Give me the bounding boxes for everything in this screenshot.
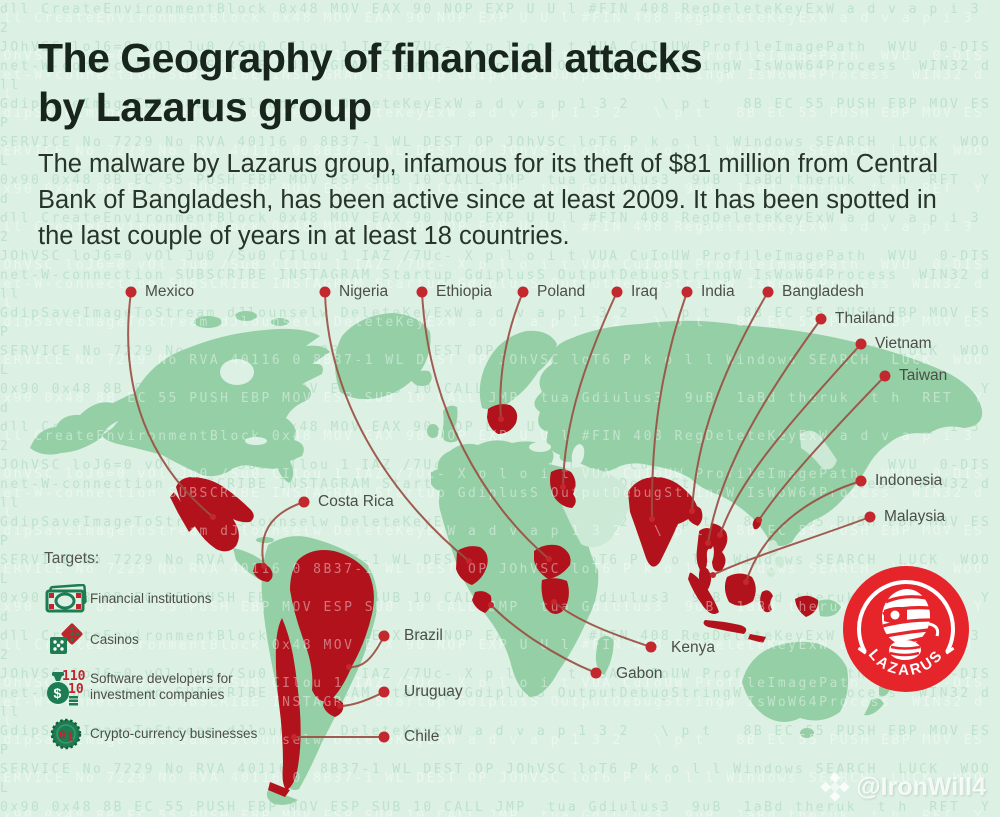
country-label-vietnam: Vietnam bbox=[875, 335, 932, 352]
targets-legend: Targets: Financial institutions bbox=[44, 550, 284, 760]
country-label-thailand: Thailand bbox=[835, 310, 895, 327]
country-chile bbox=[268, 618, 301, 797]
country-label-poland: Poland bbox=[537, 283, 586, 300]
svg-text:10: 10 bbox=[68, 682, 84, 697]
country-label-brazil: Brazil bbox=[404, 627, 443, 644]
money-bag-icon: 110 10 $ bbox=[44, 666, 90, 708]
diamond-logo-icon bbox=[820, 772, 850, 802]
country-label-mexico: Mexico bbox=[145, 283, 195, 300]
legend-label-software: Software developers for investment compa… bbox=[90, 671, 233, 702]
country-label-costa-rica: Costa Rica bbox=[318, 493, 394, 510]
landmass-north-america bbox=[102, 328, 330, 483]
legend-heading: Targets: bbox=[44, 550, 100, 567]
svg-text:0: 0 bbox=[59, 729, 66, 742]
page-title-line1: The Geography of financial attacks bbox=[38, 35, 703, 81]
country-java bbox=[703, 620, 747, 634]
page-title: The Geography of financial attacks by La… bbox=[38, 34, 703, 132]
country-label-iraq: Iraq bbox=[631, 283, 658, 300]
country-sumatra bbox=[688, 572, 719, 614]
country-gabon bbox=[472, 591, 492, 613]
highlighted-countries bbox=[170, 404, 819, 797]
landmass-australia bbox=[742, 641, 849, 723]
banknote-icon bbox=[44, 584, 90, 614]
country-uruguay bbox=[323, 697, 344, 717]
legend-label-financial: Financial institutions bbox=[90, 591, 212, 606]
label-dots bbox=[125, 286, 891, 743]
country-costa-rica bbox=[253, 563, 273, 582]
legend-label-crypto: Crypto-currency businesses bbox=[90, 726, 258, 741]
country-brazil bbox=[290, 550, 374, 702]
landmass-alaska bbox=[30, 393, 139, 455]
landmass-papua bbox=[818, 599, 841, 617]
country-label-gabon: Gabon bbox=[616, 665, 663, 682]
legend-item-software: 110 10 $ Software developers for investm… bbox=[44, 666, 284, 708]
country-lesser-sunda bbox=[748, 634, 766, 643]
svg-text:1: 1 bbox=[67, 731, 74, 744]
legend-item-crypto: 0 1 Crypto-currency businesses bbox=[44, 717, 284, 751]
landmass-arabia bbox=[558, 467, 634, 548]
country-kenya bbox=[541, 578, 569, 615]
svg-text:110: 110 bbox=[62, 669, 86, 684]
lazarus-logo: LAZARUS bbox=[843, 566, 969, 692]
landmass-greenland bbox=[334, 313, 431, 400]
page-subtitle: The malware by Lazarus group, infamous f… bbox=[38, 150, 938, 250]
landmass-scandinavia bbox=[479, 330, 557, 410]
landmass-madagascar bbox=[595, 635, 614, 675]
landmass-new-zealand bbox=[864, 683, 890, 716]
country-label-taiwan: Taiwan bbox=[899, 367, 948, 384]
landmass-africa bbox=[438, 459, 600, 698]
country-label-uruguay: Uruguay bbox=[404, 683, 463, 700]
country-label-bangladesh: Bangladesh bbox=[782, 283, 864, 300]
country-label-india: India bbox=[701, 283, 735, 300]
watermark: @IronWill4 bbox=[820, 772, 986, 802]
landmass-uk bbox=[441, 405, 459, 443]
country-sulawesi bbox=[760, 590, 773, 613]
country-label-ethiopia: Ethiopia bbox=[436, 283, 493, 300]
crypto-coin-icon: 0 1 bbox=[44, 717, 90, 751]
watermark-text: @IronWill4 bbox=[856, 772, 986, 801]
dice-icon bbox=[44, 623, 90, 657]
country-dots bbox=[210, 416, 762, 740]
landmass-eurasia bbox=[534, 320, 983, 546]
landmass-japan bbox=[800, 430, 837, 470]
legend-item-casinos: Casinos bbox=[44, 623, 284, 657]
landmass-korea bbox=[781, 456, 793, 473]
legend-item-financial: Financial institutions bbox=[44, 584, 284, 614]
country-label-indonesia: Indonesia bbox=[875, 472, 943, 489]
country-label-nigeria: Nigeria bbox=[339, 283, 389, 300]
country-label-chile: Chile bbox=[404, 728, 440, 745]
country-label-kenya: Kenya bbox=[671, 639, 715, 656]
mummy-icon bbox=[881, 589, 940, 660]
landmass-iceland bbox=[410, 370, 432, 387]
legend-label-casinos: Casinos bbox=[90, 632, 139, 647]
country-india bbox=[628, 476, 698, 567]
country-west-papua bbox=[795, 595, 819, 617]
country-label-malaysia: Malaysia bbox=[884, 508, 946, 525]
svg-text:$: $ bbox=[54, 685, 62, 701]
page-title-line2: by Lazarus group bbox=[38, 84, 372, 130]
